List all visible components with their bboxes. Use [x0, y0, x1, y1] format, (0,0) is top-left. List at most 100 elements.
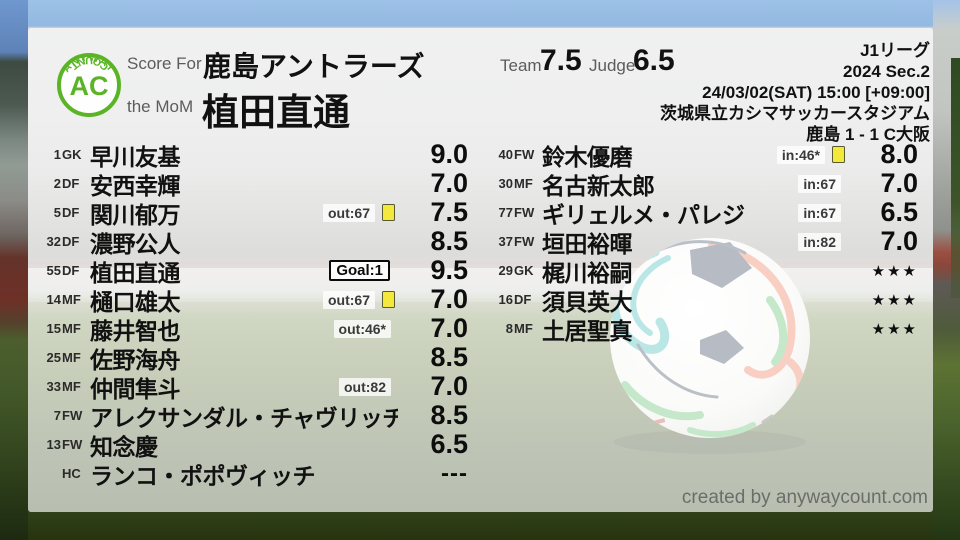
player-rating: 8.5	[430, 342, 468, 372]
player-name: 佐野海舟	[90, 346, 181, 373]
player-rating: ★★★	[871, 320, 918, 338]
player-name: 梶川裕嗣	[542, 259, 633, 286]
player-rating: 6.5	[430, 429, 468, 459]
player-row: 14 MF 樋口雄太 out:67 7.0	[30, 284, 468, 315]
player-name: ランコ・ポポヴィッチ	[90, 462, 316, 489]
player-rating: 8.0	[880, 139, 918, 169]
player-row: 1 GK 早川友基 9.0	[30, 139, 468, 170]
player-number: 29	[498, 263, 513, 278]
substitution-badge: out:67	[323, 203, 375, 222]
match-result: 鹿島 1 - 1 C大阪	[806, 125, 930, 144]
player-row: 30 MF 名古新太郎 in:67 7.0	[482, 168, 918, 199]
player-rating: 7.0	[880, 168, 918, 198]
judge-score-label: Judge	[589, 56, 636, 75]
player-number: 55	[46, 263, 61, 278]
player-position: DF	[62, 263, 80, 278]
player-position: MF	[514, 321, 533, 336]
player-number: 15	[46, 321, 61, 336]
league-name: J1リーグ	[860, 41, 930, 60]
player-name: 早川友基	[90, 143, 181, 170]
player-number: 16	[498, 292, 513, 307]
player-row: 29 GK 梶川裕嗣 ★★★	[482, 256, 918, 286]
player-position: FW	[514, 234, 535, 249]
player-position: MF	[514, 176, 533, 191]
player-position: DF	[62, 176, 80, 191]
venue-name: 茨城県立カシマサッカースタジアム	[660, 104, 930, 123]
player-name: アレクサンダル・チャヴリッチ	[90, 404, 398, 431]
player-rating: 8.5	[430, 226, 468, 256]
player-row: 7 FW アレクサンダル・チャヴリッチ 8.5	[30, 400, 468, 431]
yellow-card-icon	[382, 291, 395, 308]
logo-center-text: AC	[70, 71, 109, 101]
player-rating: ---	[441, 459, 468, 487]
player-name: ギリェルメ・パレジ	[542, 201, 745, 228]
player-name: 安西幸輝	[90, 172, 181, 199]
yellow-card-icon	[832, 146, 845, 163]
player-position: FW	[514, 205, 535, 220]
substitution-badge: out:67	[323, 290, 375, 309]
player-position: DF	[514, 292, 532, 307]
player-number: 30	[498, 176, 513, 191]
goal-badge: Goal:1	[329, 260, 390, 281]
player-row: 55 DF 植田直通 Goal:1 9.5	[30, 255, 468, 286]
player-position: GK	[62, 147, 82, 162]
player-row: 5 DF 関川郁万 out:67 7.5	[30, 197, 468, 228]
mom-name: 植田直通	[202, 92, 350, 133]
substitution-badge: out:82	[339, 377, 391, 396]
judge-score-value: 6.5	[633, 44, 675, 77]
player-position: GK	[514, 263, 534, 278]
player-row: HC ランコ・ポポヴィッチ ---	[30, 459, 468, 489]
player-name: 須貝英大	[542, 288, 633, 315]
player-name: 鈴木優磨	[542, 143, 632, 170]
player-position: MF	[62, 292, 81, 307]
player-position: MF	[62, 379, 81, 394]
substitution-badge: in:46*	[776, 145, 825, 164]
mom-label: the MoM	[127, 97, 194, 116]
player-rating: 9.0	[430, 139, 468, 169]
player-number: 7	[53, 408, 61, 423]
player-number: 5	[53, 205, 61, 220]
player-rating: 7.0	[430, 313, 468, 343]
player-row: 25 MF 佐野海舟 8.5	[30, 342, 468, 373]
anywaycount-logo: ANYWAY COUNT AC	[57, 52, 121, 117]
player-position: FW	[62, 437, 83, 452]
player-rating: 7.0	[880, 226, 918, 256]
player-row: 33 MF 仲間隼斗 out:82 7.0	[30, 371, 468, 402]
player-number: 33	[46, 379, 61, 394]
credit-text: created by anywaycount.com	[681, 487, 928, 508]
player-number: 13	[46, 437, 61, 452]
player-name: 仲間隼斗	[90, 375, 181, 402]
player-number: 77	[498, 205, 513, 220]
player-rating: ★★★	[871, 262, 918, 280]
player-name: 土居聖真	[542, 317, 633, 344]
player-rating: 7.0	[430, 284, 468, 314]
player-row: 2 DF 安西幸輝 7.0	[30, 168, 468, 199]
yellow-card-icon	[382, 204, 395, 221]
svg-text:COUNT: COUNT	[67, 54, 111, 73]
player-name: 知念慶	[90, 433, 158, 460]
player-rating: 7.5	[430, 197, 468, 227]
player-rating: 8.5	[430, 400, 468, 430]
player-rating: ★★★	[871, 291, 918, 309]
starting-players-list: 1 GK 早川友基 9.0 2 DF 安西幸輝 7.0 5 DF 関川郁万 ou…	[30, 139, 468, 489]
substitution-badge: in:67	[798, 174, 841, 193]
player-number: 40	[498, 147, 513, 162]
season-section: 2024 Sec.2	[843, 62, 930, 81]
white-overlay-panel	[28, 28, 933, 512]
match-datetime: 24/03/02(SAT) 15:00 [+09:00]	[702, 83, 930, 102]
substitution-badge: in:67	[798, 203, 841, 222]
player-name: 名古新太郎	[542, 172, 655, 199]
substitute-players-list: 40 FW 鈴木優磨 in:46* 8.0 30 MF 名古新太郎 in:67 …	[482, 139, 918, 344]
player-position: HC	[62, 466, 81, 481]
player-row: 13 FW 知念慶 6.5	[30, 429, 468, 460]
team-score-value: 7.5	[540, 44, 582, 77]
player-position: DF	[62, 205, 80, 220]
player-rating: 7.0	[430, 371, 468, 401]
team-score-label: Team	[500, 56, 542, 75]
player-row: 16 DF 須貝英大 ★★★	[482, 285, 918, 315]
player-row: 15 MF 藤井智也 out:46* 7.0	[30, 313, 468, 344]
player-position: MF	[62, 350, 81, 365]
logo-arc-bottom-text: COUNT	[67, 54, 110, 73]
player-row: 32 DF 濃野公人 8.5	[30, 226, 468, 257]
